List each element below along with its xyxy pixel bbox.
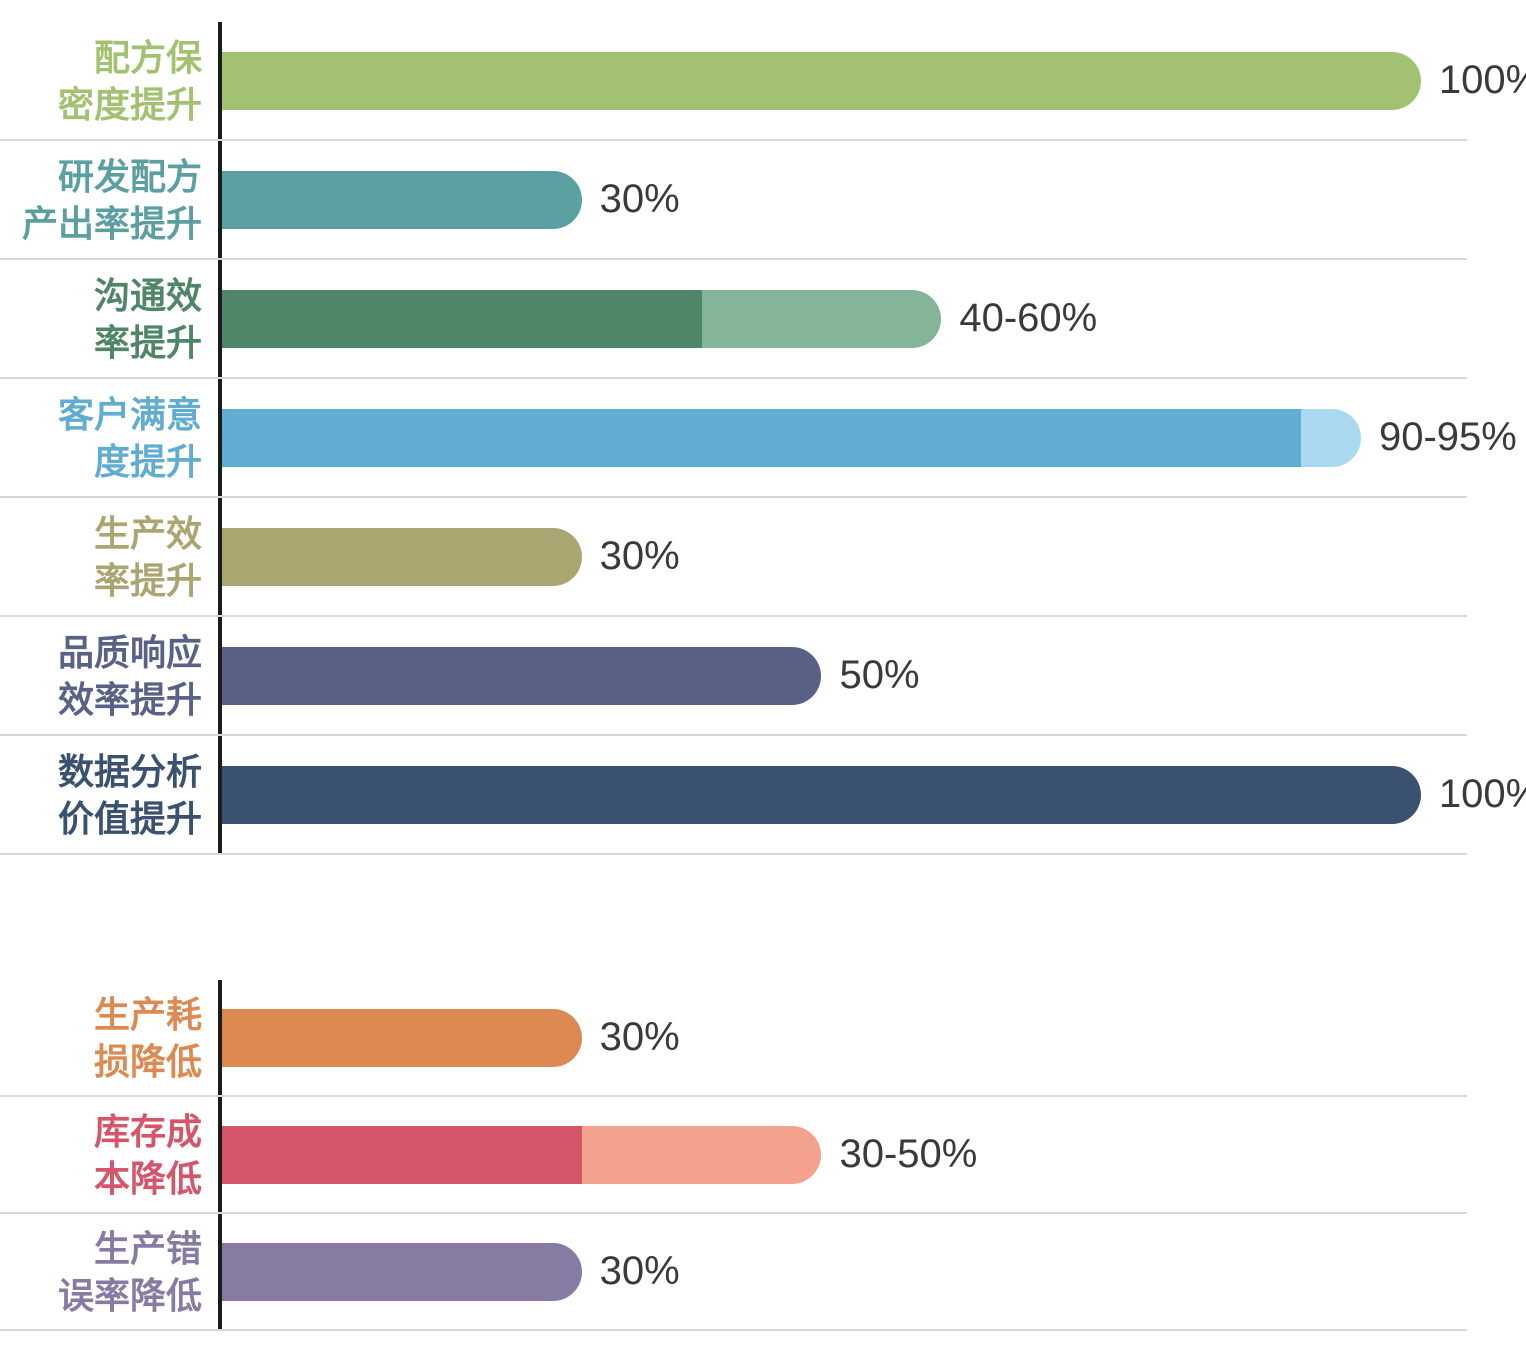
bar xyxy=(222,765,1421,824)
bar xyxy=(222,408,1361,467)
category-label: 研发配方 产出率提升 xyxy=(21,155,202,244)
bar xyxy=(222,527,582,586)
bar xyxy=(222,1008,582,1067)
chart-row: 生产错 误率降低 30% xyxy=(0,1214,1467,1331)
bar-track: 40-60% xyxy=(218,260,1467,377)
chart-row: 生产效 率提升 30% xyxy=(0,498,1467,617)
chart-row: 品质响应 效率提升 50% xyxy=(0,617,1467,736)
category-label: 品质响应 效率提升 xyxy=(57,631,202,720)
bar xyxy=(222,289,942,348)
bar-track: 100% xyxy=(218,736,1526,853)
value-label: 30% xyxy=(599,534,680,578)
value-label: 30% xyxy=(599,1249,680,1293)
bar-solid-segment xyxy=(222,289,702,348)
value-label: 30% xyxy=(599,177,680,221)
category-label: 生产耗 损降低 xyxy=(93,993,202,1082)
value-label: 100% xyxy=(1438,772,1526,816)
bar-track: 30-50% xyxy=(218,1097,1467,1212)
value-label: 40-60% xyxy=(959,296,1098,340)
bar xyxy=(222,51,1421,110)
bar-track: 90-95% xyxy=(218,379,1517,496)
chart-row: 沟通效 率提升 40-60% xyxy=(0,260,1467,379)
value-label: 90-95% xyxy=(1378,415,1517,459)
chart-group-reductions: 生产耗 损降低 30% 库存成 本降低 30-50% 生产错 误率降低 30% xyxy=(0,980,1467,1331)
chart-row: 数据分析 价值提升 100% xyxy=(0,736,1526,855)
category-label: 数据分析 价值提升 xyxy=(57,750,202,839)
category-label: 沟通效 率提升 xyxy=(93,274,202,363)
category-label: 库存成 本降低 xyxy=(93,1110,202,1199)
bar-track: 30% xyxy=(218,141,1467,258)
bar xyxy=(222,170,582,229)
category-label: 客户满意 度提升 xyxy=(57,393,202,482)
bar xyxy=(222,1125,822,1184)
bar-track: 30% xyxy=(218,1214,1467,1329)
chart-row: 客户满意 度提升 90-95% xyxy=(0,379,1517,498)
bar-solid-segment xyxy=(222,1125,582,1184)
bar xyxy=(222,1242,582,1301)
bar-solid-segment xyxy=(222,408,1302,467)
category-label: 配方保 密度提升 xyxy=(57,36,202,125)
value-label: 50% xyxy=(839,653,920,697)
category-label: 生产效 率提升 xyxy=(93,512,202,601)
chart-row: 研发配方 产出率提升 30% xyxy=(0,141,1467,260)
value-label: 30-50% xyxy=(839,1132,978,1176)
bar xyxy=(222,646,822,705)
bar-track: 30% xyxy=(218,980,1467,1095)
chart-row: 生产耗 损降低 30% xyxy=(0,980,1467,1097)
chart-row: 配方保 密度提升 100% xyxy=(0,22,1526,141)
value-label: 30% xyxy=(599,1015,680,1059)
bar-track: 50% xyxy=(218,617,1467,734)
bar-track: 30% xyxy=(218,498,1467,615)
category-label: 生产错 误率降低 xyxy=(57,1227,202,1316)
bar-track: 100% xyxy=(218,22,1526,139)
value-label: 100% xyxy=(1438,58,1526,102)
chart-group-improvements: 配方保 密度提升 100% 研发配方 产出率提升 30% 沟通效 率提升 40-60% 客户… xyxy=(0,22,1526,855)
chart-row: 库存成 本降低 30-50% xyxy=(0,1097,1467,1214)
